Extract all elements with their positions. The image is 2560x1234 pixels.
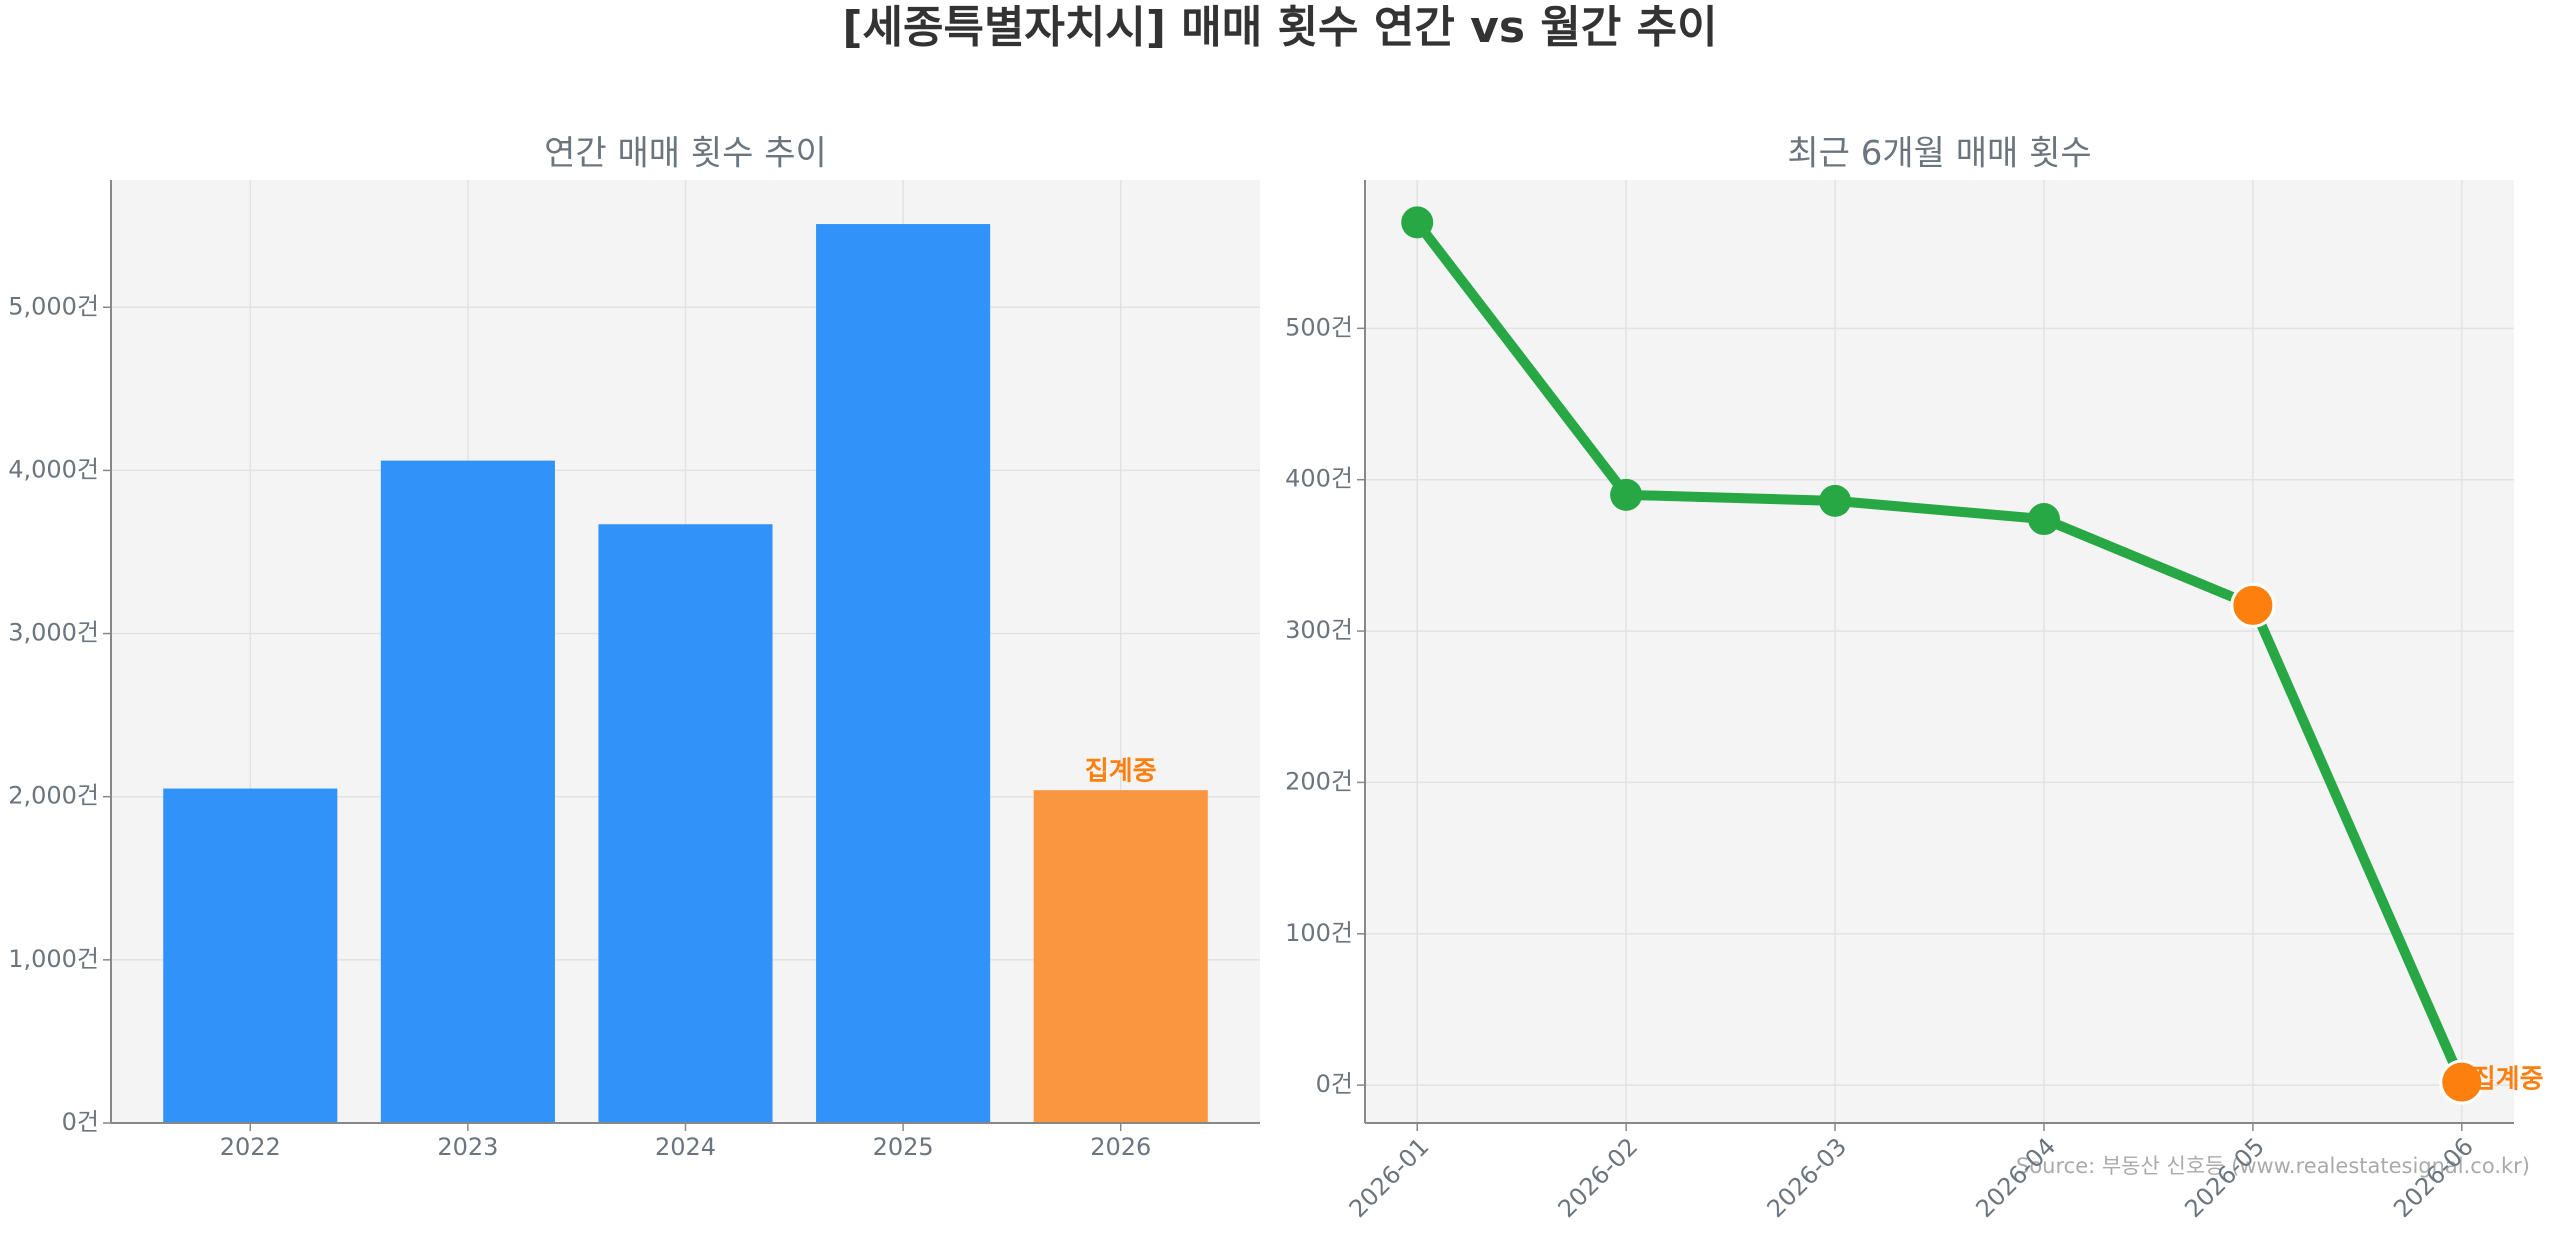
figure-title: [세종특별자치시] 매매 횟수 연간 vs 월간 추이	[842, 2, 1717, 53]
marker	[2230, 582, 2276, 628]
y-tick-label: 0건	[1316, 1070, 1353, 1098]
y-tick-label: 2,000건	[8, 782, 99, 810]
y-tick-label: 500건	[1285, 313, 1353, 341]
subplot-title: 최근 6개월 매매 횟수	[1787, 134, 2091, 174]
marker	[1610, 478, 1643, 511]
x-tick-label: 2026-02	[1553, 1132, 1644, 1223]
annotation: 집계중	[2472, 1065, 2544, 1095]
y-tick-label: 4,000건	[8, 455, 99, 483]
x-tick-label: 2022	[220, 1133, 281, 1161]
bar	[598, 524, 773, 1123]
x-tick-label: 2025	[873, 1133, 934, 1161]
marker	[1819, 484, 1852, 517]
bar	[816, 224, 991, 1123]
line	[1413, 219, 2467, 1085]
source: Source: 부동산 신호등 (www.realestatesignal.co…	[2016, 1154, 2530, 1178]
bar	[163, 788, 338, 1123]
x-tick-label: 2024	[655, 1133, 716, 1161]
subplot-title: 연간 매매 횟수 추이	[544, 134, 827, 174]
y-tick-label: 200건	[1285, 767, 1353, 795]
y-tick-label: 1,000건	[8, 945, 99, 973]
annotation: 집계중	[1085, 757, 1157, 787]
y-tick-label: 100건	[1285, 919, 1353, 947]
bar	[380, 460, 555, 1123]
x-tick-label: 2026	[1090, 1133, 1151, 1161]
x-tick-label: 2026-03	[1762, 1132, 1853, 1223]
marker	[1401, 206, 1434, 239]
y-tick-label: 300건	[1285, 616, 1353, 644]
marker	[2439, 1059, 2485, 1105]
y-tick-label: 0건	[62, 1108, 99, 1136]
y-tick-label: 3,000건	[8, 619, 99, 647]
marker	[2027, 503, 2060, 536]
y-tick-label: 400건	[1285, 465, 1353, 493]
bar	[1033, 790, 1208, 1123]
plot-area	[1365, 180, 2514, 1123]
y-tick-label: 5,000건	[8, 292, 99, 320]
x-tick-label: 2023	[437, 1133, 498, 1161]
x-tick-label: 2026-01	[1344, 1132, 1435, 1223]
